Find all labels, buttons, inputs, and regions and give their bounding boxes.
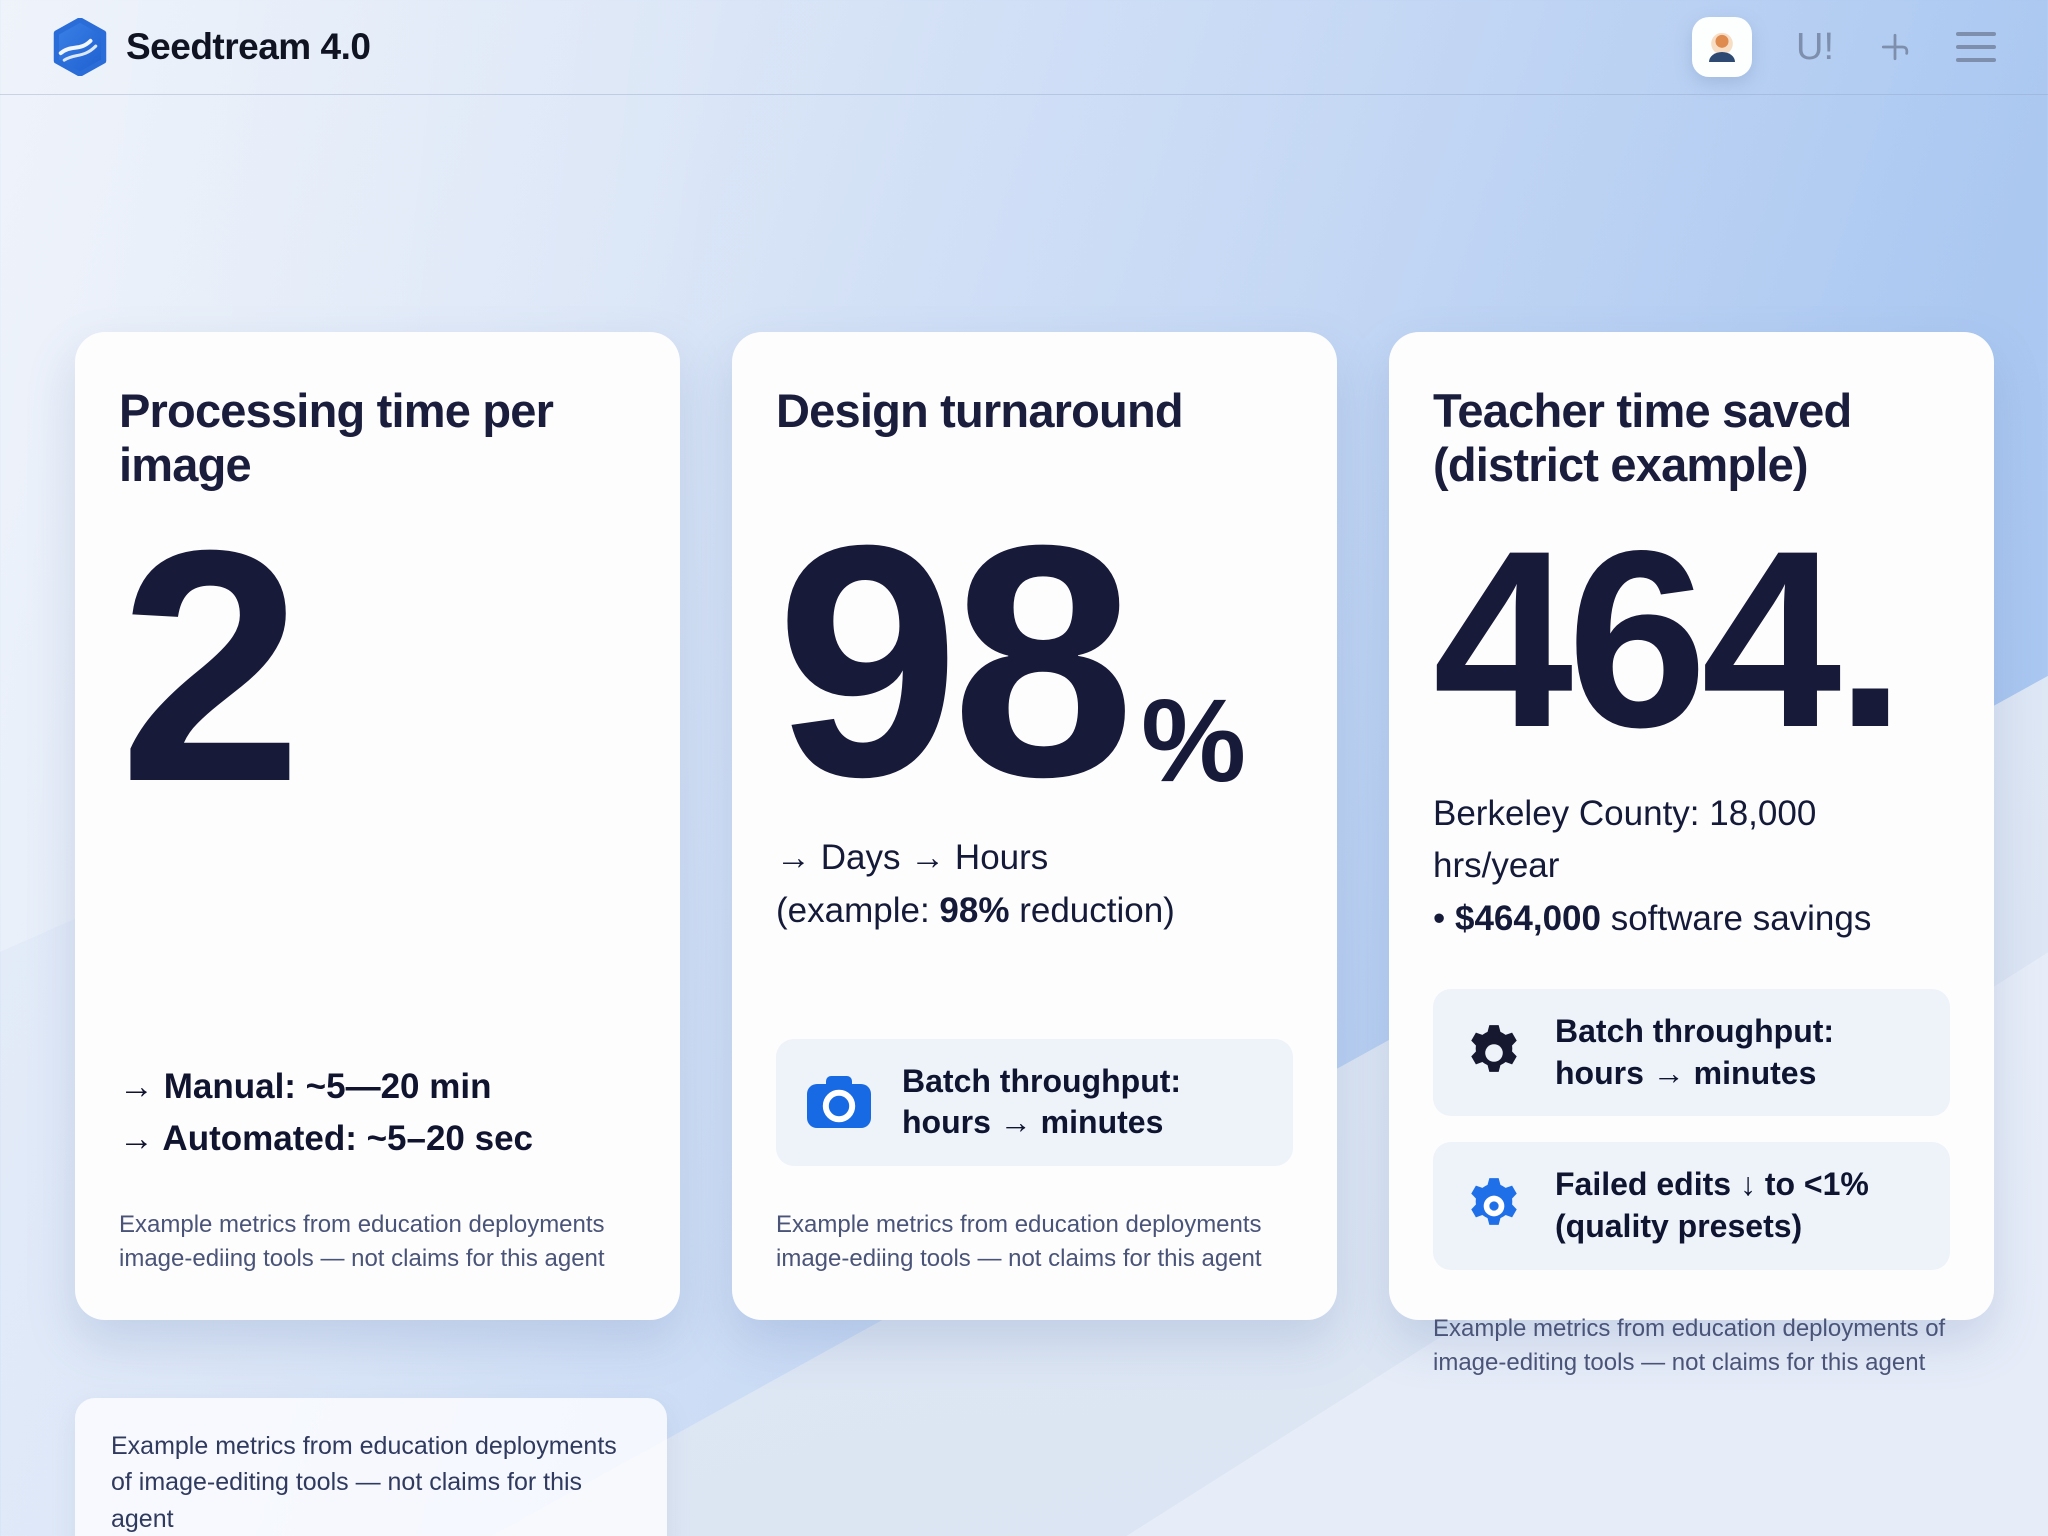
savings-rest: software savings [1600, 898, 1872, 938]
plus-icon[interactable] [1878, 30, 1912, 64]
detail-line-manual: → Manual: ~5—20 min [119, 1066, 492, 1106]
chip-label: Batch throughput: hours → minutes [902, 1062, 1182, 1141]
metric-unit: % [1141, 674, 1246, 807]
header-actions: U! [1692, 17, 1996, 77]
chip-label: Failed edits ↓ to <1% (quality presets) [1555, 1166, 1869, 1245]
detail-line-automated: → Automated: ~5–20 sec [119, 1119, 534, 1159]
footer-note: Example metrics from education deploymen… [75, 1398, 667, 1536]
card-footnote: Example metrics from education deploymen… [1433, 1314, 1946, 1376]
notification-icon[interactable]: U! [1796, 26, 1834, 68]
app-title: Seedtream 4.0 [126, 26, 371, 67]
metric-value-row: 98 % [776, 475, 1293, 845]
savings-amount: $464,000 [1454, 898, 1601, 938]
metric-card-design-turnaround: Design turnaround 98 % → Days → Hours (e… [732, 332, 1337, 1320]
savings-line: • $464,000 software savings [1433, 893, 1950, 946]
card-footnote: Example metrics from education deploymen… [776, 1210, 1262, 1272]
example-line: (example: 98% reduction) [776, 885, 1293, 938]
chip-failed-edits: Failed edits ↓ to <1% (quality presets) [1433, 1142, 1950, 1270]
top-bar: Seedtream 4.0 U! [0, 0, 2048, 95]
app-logo-icon [53, 18, 107, 76]
metric-value: 2 [119, 481, 303, 851]
stat-line: Berkeley County: 18,000 hrs/year [1433, 793, 1817, 886]
metric-cards-row: Processing time per image 2 → Manual: ~5… [75, 332, 1994, 1376]
metric-value: 464. [1433, 499, 1905, 781]
example-bold-value: 98% [939, 890, 1010, 930]
card-title: Teacher time saved (district example) [1433, 384, 1852, 491]
metric-value: 98 [776, 475, 1135, 845]
gear-blue-icon [1471, 1178, 1517, 1225]
metric-value-row: 2 [119, 481, 636, 851]
gear-dark-icon [1471, 1024, 1517, 1072]
subtitle-line: → Days → Hours [776, 838, 1049, 878]
chip-batch-throughput: Batch throughput: hours → minutes [1433, 989, 1950, 1117]
camera-icon [807, 1076, 871, 1129]
example-suffix: reduction) [1009, 890, 1175, 930]
example-prefix: (example: [776, 890, 940, 930]
savings-bullet: • [1433, 898, 1455, 938]
card-title: Processing time per image [119, 384, 554, 491]
metric-card-teacher-time: Teacher time saved (district example) 46… [1389, 332, 1994, 1376]
metric-card-processing-time: Processing time per image 2 → Manual: ~5… [75, 332, 680, 1320]
brand: Seedtream 4.0 [52, 18, 371, 76]
chip-batch-throughput: Batch throughput: hours → minutes [776, 1038, 1293, 1166]
card-title: Design turnaround [776, 384, 1184, 437]
metric-value-row: 464. [1433, 499, 1950, 781]
menu-icon[interactable] [1956, 32, 1996, 62]
avatar[interactable] [1692, 17, 1752, 77]
card-footnote: Example metrics from education deploymen… [119, 1210, 605, 1272]
user-icon [1709, 32, 1735, 62]
chip-label: Batch throughput: hours → minutes [1555, 1013, 1835, 1091]
